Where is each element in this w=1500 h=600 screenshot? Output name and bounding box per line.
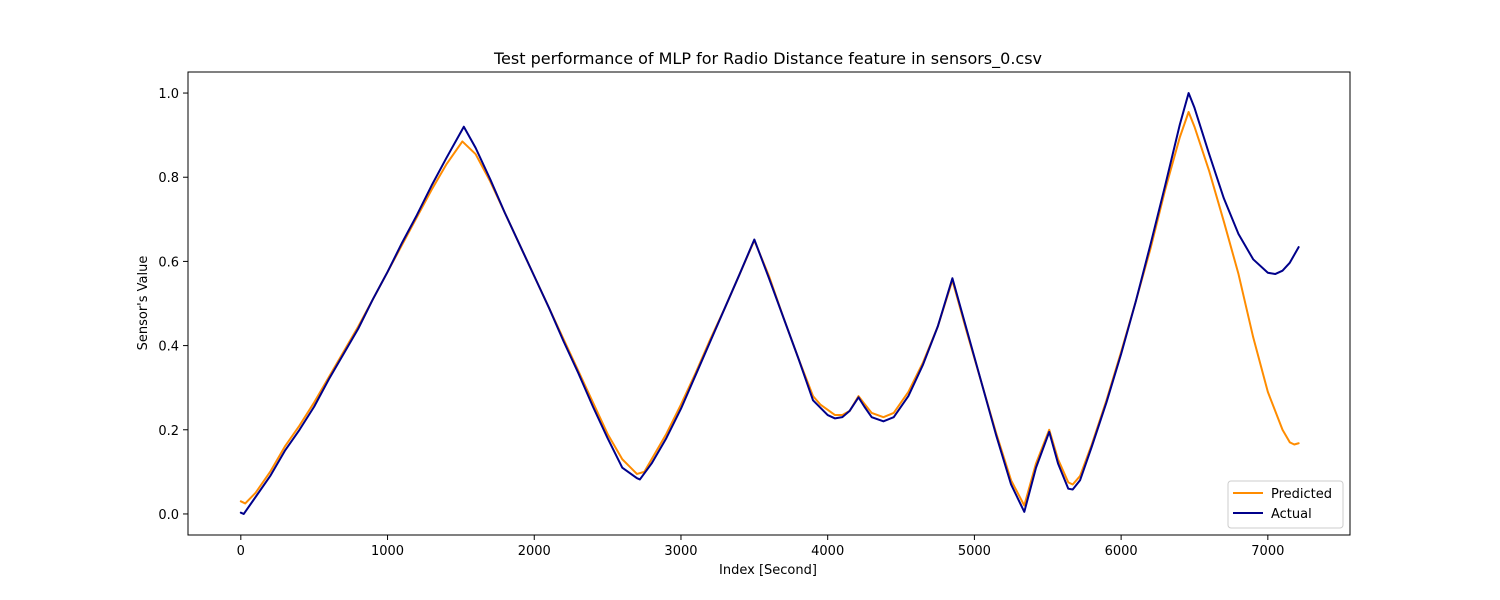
series-line-actual (239, 92, 1300, 515)
y-tick-label: 0.8 (158, 171, 179, 186)
plot-area (239, 92, 1300, 515)
x-tick-label: 4000 (811, 544, 844, 559)
x-tick-label: 2000 (518, 544, 551, 559)
y-tick-label: 0.0 (158, 508, 179, 523)
x-tick-label: 0 (237, 544, 245, 559)
y-tick-label: 0.2 (158, 424, 179, 439)
y-axis: 0.0 0.2 0.4 0.6 0.8 1.0 (158, 87, 188, 523)
x-axis-label: Index [Second] (719, 563, 817, 578)
y-axis-label: Sensor's Value (136, 256, 151, 351)
legend: Predicted Actual (1227, 480, 1344, 529)
x-tick-label: 6000 (1105, 544, 1138, 559)
x-axis: 0 1000 2000 3000 4000 5000 6000 7000 (237, 535, 1284, 559)
plot-frame (187, 71, 1351, 536)
chart-title: Test performance of MLP for Radio Distan… (493, 49, 1042, 69)
x-tick-label: 7000 (1251, 544, 1284, 559)
legend-predicted-label: Predicted (1271, 487, 1332, 502)
y-tick-label: 0.6 (158, 255, 179, 270)
y-tick-label: 0.4 (158, 340, 179, 355)
x-tick-label: 5000 (958, 544, 991, 559)
x-tick-label: 3000 (664, 544, 697, 559)
series-layer (239, 92, 1300, 515)
y-tick-label: 1.0 (158, 87, 179, 102)
x-tick-label: 1000 (371, 544, 404, 559)
legend-actual-label: Actual (1271, 507, 1312, 522)
